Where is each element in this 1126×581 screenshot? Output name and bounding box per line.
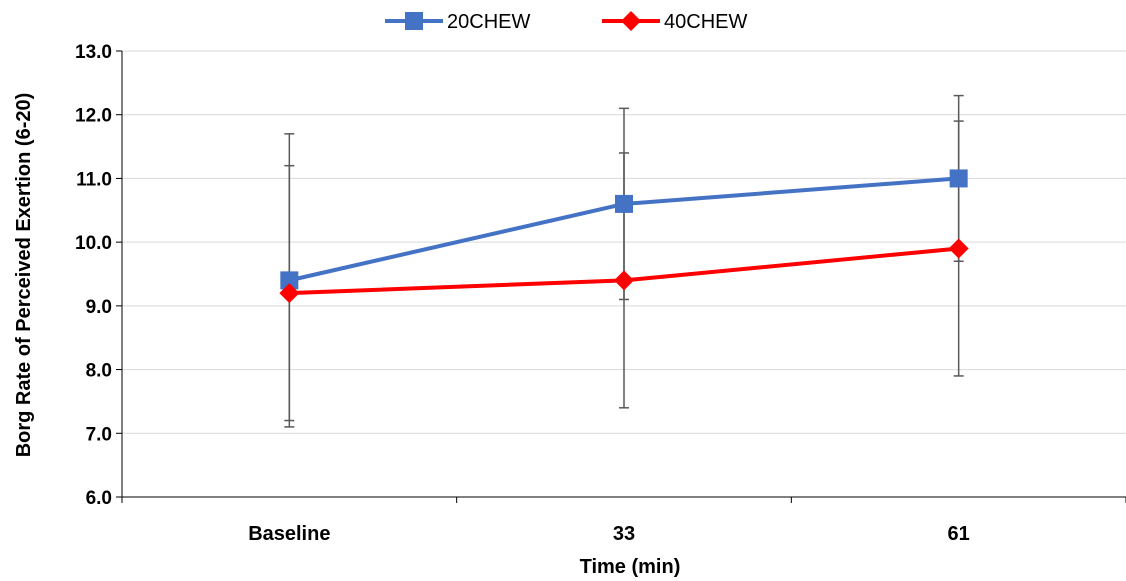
legend-label: 20CHEW xyxy=(447,11,530,33)
y-tick-label: 11.0 xyxy=(76,169,112,190)
legend-marker xyxy=(405,12,423,30)
data-point xyxy=(948,238,969,259)
x-axis-title: Time (min) xyxy=(580,556,681,578)
axes xyxy=(121,51,1126,498)
legend-marker xyxy=(621,11,641,31)
y-tick-label: 12.0 xyxy=(75,106,112,127)
series-group xyxy=(279,169,969,304)
y-tick-label: 8.0 xyxy=(86,361,112,382)
y-tick-label: 6.0 xyxy=(86,488,112,509)
y-axis-ticks: 6.0 7.0 8.0 9.0 10.0 11.0 12.0 13.0 xyxy=(75,42,122,509)
y-tick-label: 10.0 xyxy=(75,233,112,254)
x-axis-ticks: Baseline 33 61 xyxy=(121,497,1126,545)
x-tick-label: 33 xyxy=(613,523,635,545)
data-point xyxy=(614,270,634,291)
data-point xyxy=(279,283,300,304)
y-tick-label: 7.0 xyxy=(86,424,112,445)
legend-label: 40CHEW xyxy=(664,11,747,33)
data-point xyxy=(280,271,299,290)
y-tick-label: 13.0 xyxy=(75,42,112,63)
data-point xyxy=(949,169,968,188)
error-bars xyxy=(284,94,964,428)
y-axis-title: Borg Rate of Perceived Exertion (6-20) xyxy=(13,93,35,458)
data-point xyxy=(615,194,633,213)
x-tick-label: Baseline xyxy=(248,523,330,545)
x-tick-label: 61 xyxy=(948,523,970,545)
y-tick-label: 9.0 xyxy=(86,297,112,318)
legend: 20CHEW 40CHEW xyxy=(385,11,747,33)
